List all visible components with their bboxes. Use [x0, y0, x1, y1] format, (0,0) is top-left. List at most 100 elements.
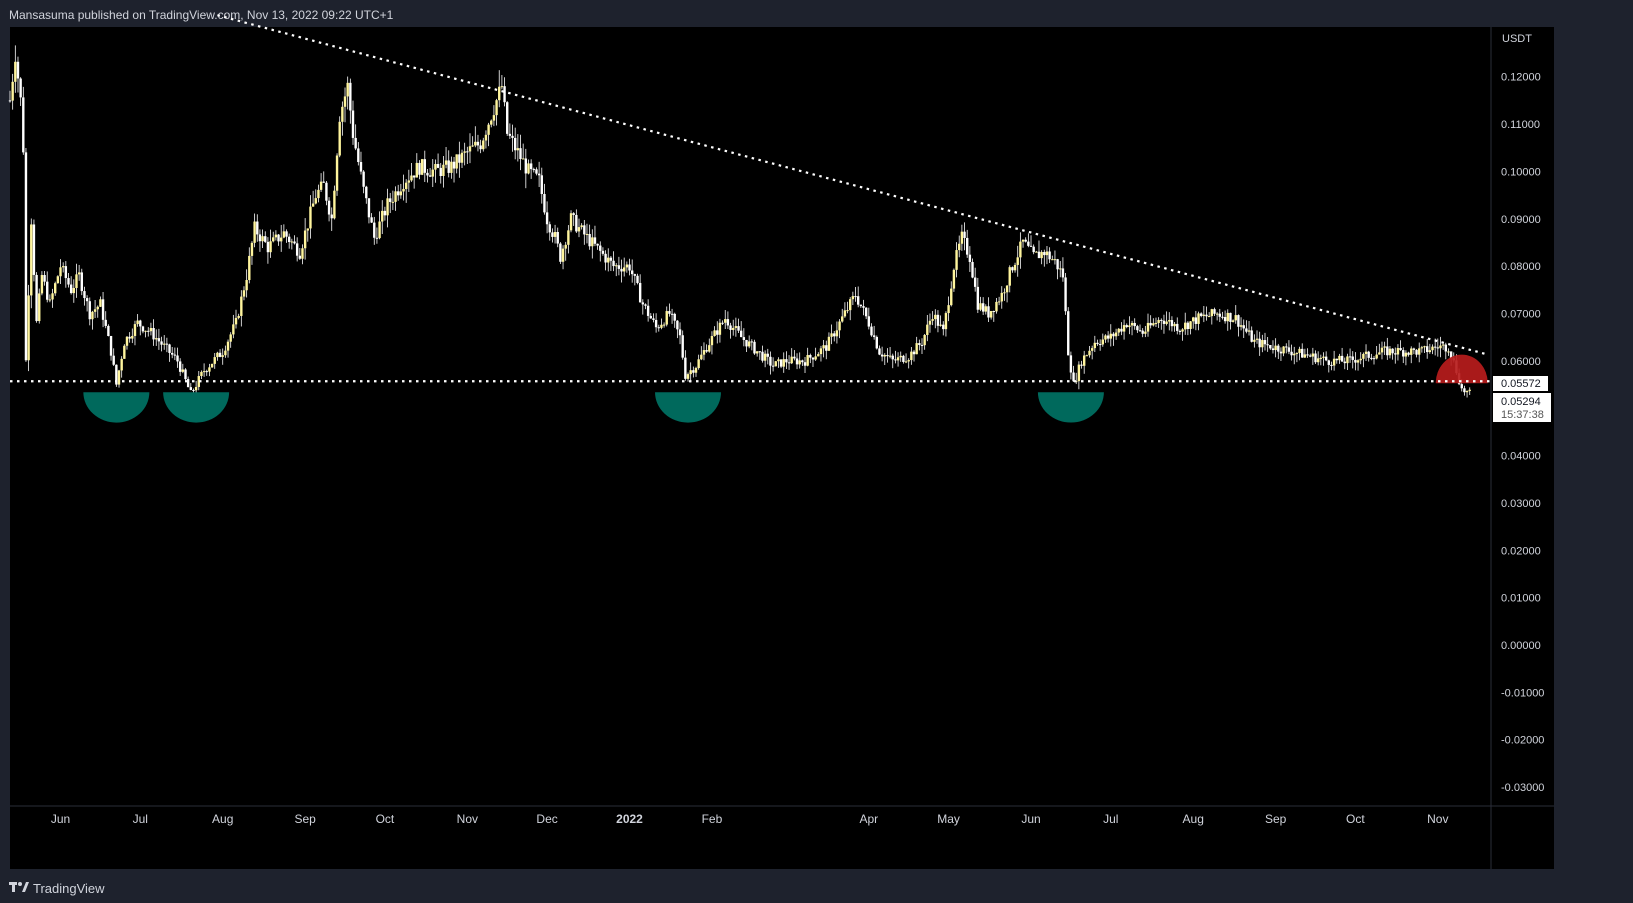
candle-body	[452, 161, 456, 169]
candle-body	[551, 232, 554, 237]
candle-body	[673, 313, 676, 321]
x-tick-label: Jul	[1103, 812, 1118, 826]
candle-body	[479, 145, 482, 150]
x-tick-label: Apr	[859, 812, 878, 826]
candle-body	[1407, 352, 1410, 355]
candle-body	[1340, 355, 1344, 362]
candle-body	[298, 255, 302, 259]
candle-body	[1011, 267, 1014, 271]
candle-body	[1364, 351, 1368, 354]
candle-body	[814, 356, 817, 360]
candle-body	[710, 335, 714, 346]
price-axis[interactable]: USDT 0.12000 0.11000 0.10000 0.09000 0.08000…	[1501, 33, 1544, 794]
candle-body	[1258, 338, 1261, 348]
candle-body	[205, 371, 208, 373]
candle-body	[61, 266, 65, 268]
candle-body	[798, 360, 801, 365]
candle-body	[216, 352, 219, 358]
candle-body	[559, 243, 562, 262]
candle-body	[1032, 246, 1035, 253]
candle-body	[1420, 347, 1424, 349]
candle-body	[944, 313, 948, 330]
candle-body	[1386, 346, 1389, 356]
candle-body	[649, 315, 652, 319]
candle-body	[1423, 346, 1426, 348]
candle-body	[979, 303, 982, 310]
candle-body	[354, 137, 357, 149]
candle-body	[761, 351, 764, 361]
candle-body	[811, 357, 815, 360]
candle-body	[1077, 364, 1081, 382]
candle-body	[1306, 354, 1309, 356]
candle-body	[1061, 268, 1065, 278]
candle-body	[1231, 320, 1235, 322]
candle-body	[1242, 325, 1245, 329]
x-tick-label: Feb	[702, 812, 723, 826]
candle-body	[1399, 348, 1402, 351]
candle-body	[843, 310, 847, 317]
candle-body	[1035, 251, 1038, 253]
candle-body	[43, 275, 46, 282]
x-tick-label: Oct	[1346, 812, 1365, 826]
candle-body	[545, 212, 549, 225]
candle-body	[1303, 354, 1307, 358]
candle-body	[599, 245, 602, 251]
candle-body	[1072, 372, 1075, 382]
candle-body	[511, 135, 514, 138]
candle-body	[1000, 292, 1003, 302]
candle-body	[165, 343, 169, 345]
candle-body	[872, 335, 876, 337]
candle-body	[69, 284, 73, 294]
x-tick-label: Aug	[1183, 812, 1204, 826]
x-tick-label: Aug	[212, 812, 233, 826]
candle-body	[928, 320, 932, 325]
candle-body	[1207, 316, 1211, 318]
candle-body	[561, 248, 565, 262]
candle-body	[1125, 325, 1128, 328]
candle-body	[628, 264, 631, 271]
candle-body	[1064, 277, 1067, 312]
candle-body	[186, 379, 190, 388]
candle-body	[1266, 344, 1269, 346]
candle-body	[1391, 348, 1394, 354]
candle-body	[955, 250, 958, 270]
candle-body	[1237, 315, 1240, 327]
tradingview-brand: TradingView	[33, 881, 105, 896]
candle-body	[24, 152, 28, 361]
candle-body	[1468, 389, 1471, 391]
candle-body	[543, 193, 546, 213]
candle-body	[623, 267, 626, 272]
candle-body	[1120, 328, 1123, 332]
candle-body	[303, 230, 307, 249]
tradingview-logo-icon	[9, 882, 29, 892]
candle-body	[173, 354, 177, 356]
candle-body	[1279, 351, 1283, 354]
y-tick-label: 0.02000	[1501, 545, 1541, 557]
candle-body	[1335, 358, 1338, 361]
candle-body	[950, 288, 953, 306]
candle-body	[734, 326, 738, 328]
candle-body	[769, 356, 772, 366]
candle-body	[1045, 251, 1049, 256]
candle-body	[1415, 349, 1418, 355]
candle-body	[896, 357, 900, 361]
candle-body	[936, 314, 940, 326]
candle-body	[1160, 319, 1163, 321]
candle-body	[1322, 356, 1325, 358]
candle-body	[1245, 328, 1248, 332]
candle-body	[1298, 348, 1301, 353]
plot-area[interactable]	[8, 27, 1554, 869]
time-axis[interactable]: Jun Jul Aug Sep Oct Nov Dec 2022 Feb Apr May Jun Jul…	[51, 812, 1449, 826]
candle-body	[30, 224, 33, 296]
candle-body	[407, 180, 411, 183]
candle-body	[420, 159, 424, 175]
candle-body	[583, 225, 586, 235]
candle-body	[27, 295, 30, 361]
candle-body	[931, 319, 934, 321]
candle-body	[1184, 322, 1187, 330]
candle-body	[1410, 348, 1413, 355]
y-tick-label: 0.06000	[1501, 356, 1541, 368]
candle-body	[1192, 317, 1195, 322]
candle-body	[373, 222, 376, 238]
